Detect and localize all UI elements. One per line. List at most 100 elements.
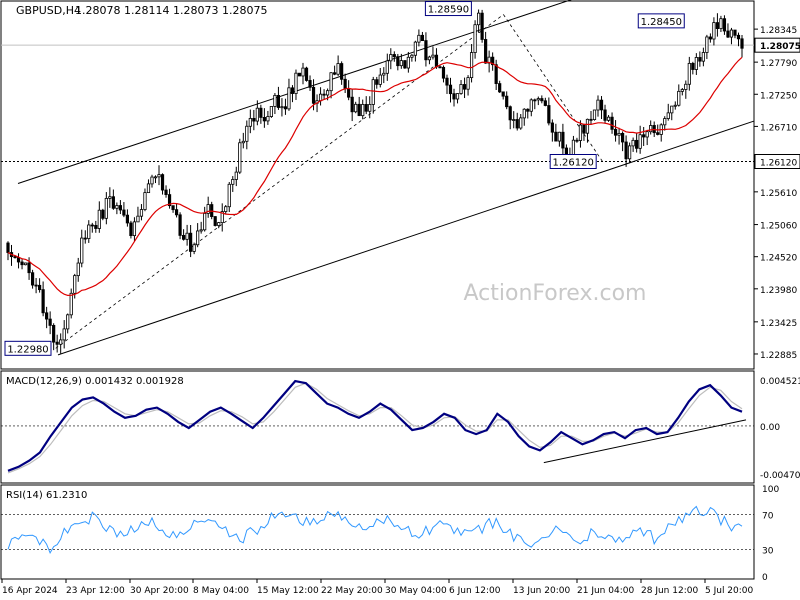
annotation-box: [549, 153, 597, 169]
candle-body: [343, 78, 347, 90]
candle-body: [445, 77, 449, 86]
time-tick-label: 22 May 20:00: [321, 586, 383, 596]
candle-body: [41, 289, 45, 314]
rsi-tick-label: 30: [762, 547, 774, 557]
price-tick-label: 1.25610: [760, 189, 797, 199]
candle-body: [575, 139, 579, 142]
time-tick-label: 23 Apr 12:00: [66, 586, 125, 596]
candle-body: [378, 74, 382, 85]
candle-body: [396, 56, 400, 67]
candle-body: [94, 224, 98, 229]
candle-body: [181, 234, 186, 240]
candle-body: [297, 72, 302, 77]
candle-body: [469, 52, 474, 79]
candle-body: [729, 29, 734, 38]
candle-body: [462, 84, 467, 90]
candle-body: [512, 119, 516, 121]
time-tick-label: 30 Apr 20:00: [130, 586, 189, 596]
candle-body: [269, 106, 273, 117]
candle-body: [613, 128, 618, 136]
candle-body: [441, 66, 446, 79]
candle-body: [663, 118, 667, 126]
time-tick-label: 6 Jun 12:00: [449, 586, 501, 596]
macd-tick-label: 0.004521: [760, 377, 800, 387]
candle-body: [371, 79, 375, 105]
candle-body: [533, 99, 537, 102]
candle-body: [150, 176, 154, 185]
candle-body: [69, 292, 73, 316]
annotation-box: [4, 340, 52, 356]
candle-body: [656, 132, 660, 135]
candle-body: [557, 131, 561, 142]
candle-body: [304, 67, 309, 81]
price-tick-label: 1.26710: [760, 123, 797, 133]
candle-body: [164, 189, 168, 195]
candle-body: [196, 230, 200, 246]
candle-body: [368, 104, 372, 112]
candle-body: [666, 112, 670, 119]
macd-title: MACD(12,26,9) 0.001432 0.001928: [6, 376, 184, 387]
candle-body: [455, 93, 460, 100]
candle-body: [27, 262, 31, 274]
moving-average-line: [7, 56, 743, 297]
candle-body: [592, 109, 597, 121]
candle-body: [354, 103, 358, 113]
candle-body: [603, 109, 607, 121]
candle-body: [589, 118, 593, 121]
ma-line: [7, 56, 743, 297]
candle-body: [620, 132, 625, 143]
candle-body: [385, 60, 389, 74]
price-levels: [1, 44, 754, 162]
candle-body: [167, 194, 172, 207]
price-tick-label: 1.23980: [760, 286, 797, 296]
candle-body: [673, 104, 677, 107]
rsi-line: [7, 505, 743, 555]
candle-body: [635, 139, 639, 149]
candle-body: [392, 54, 396, 58]
annotation-label: 1.26120: [553, 157, 594, 168]
candle-body: [104, 197, 108, 219]
candle-body: [6, 242, 10, 253]
candle-body: [617, 132, 621, 136]
candle-body: [157, 174, 161, 178]
price-panel-frame: [0, 0, 755, 370]
candle-body: [417, 34, 421, 43]
candle-body: [677, 90, 681, 106]
macd-plot: [1, 379, 754, 474]
candle-body: [238, 142, 242, 173]
candle-body: [252, 117, 256, 122]
candle-body: [406, 56, 410, 69]
candle-body: [540, 98, 544, 102]
candle-body: [59, 339, 63, 345]
candle-body: [687, 62, 691, 85]
time-tick-label: 30 May 04:00: [385, 586, 447, 596]
rsi-panel-frame: [0, 484, 755, 580]
candle-body: [501, 91, 505, 97]
candle-body: [206, 204, 210, 214]
candle-body: [484, 39, 488, 64]
candle-body: [333, 72, 337, 75]
candle-body: [125, 214, 130, 224]
candle-body: [318, 93, 323, 102]
annotation-label: 1.28450: [641, 17, 682, 28]
candle-body: [480, 12, 484, 40]
candle-body: [301, 67, 305, 77]
channel-lower-line: [57, 120, 755, 356]
candle-body: [23, 262, 28, 266]
candle-body: [308, 80, 312, 88]
candle-body: [97, 209, 101, 229]
candle-body: [45, 312, 49, 320]
candle-body: [336, 63, 340, 75]
candle-body: [694, 57, 698, 70]
candle-body: [491, 56, 495, 66]
candle-body: [248, 117, 252, 127]
rsi-title: RSI(14) 61.2310: [6, 490, 87, 501]
candle-body: [596, 99, 600, 111]
candle-body: [325, 90, 330, 96]
level-label: 1.26120: [760, 158, 797, 168]
candle-body: [30, 272, 35, 286]
candle-body: [585, 118, 590, 134]
current-price-badge: [754, 37, 800, 53]
candle-body: [547, 105, 551, 124]
candle-body: [452, 93, 456, 100]
